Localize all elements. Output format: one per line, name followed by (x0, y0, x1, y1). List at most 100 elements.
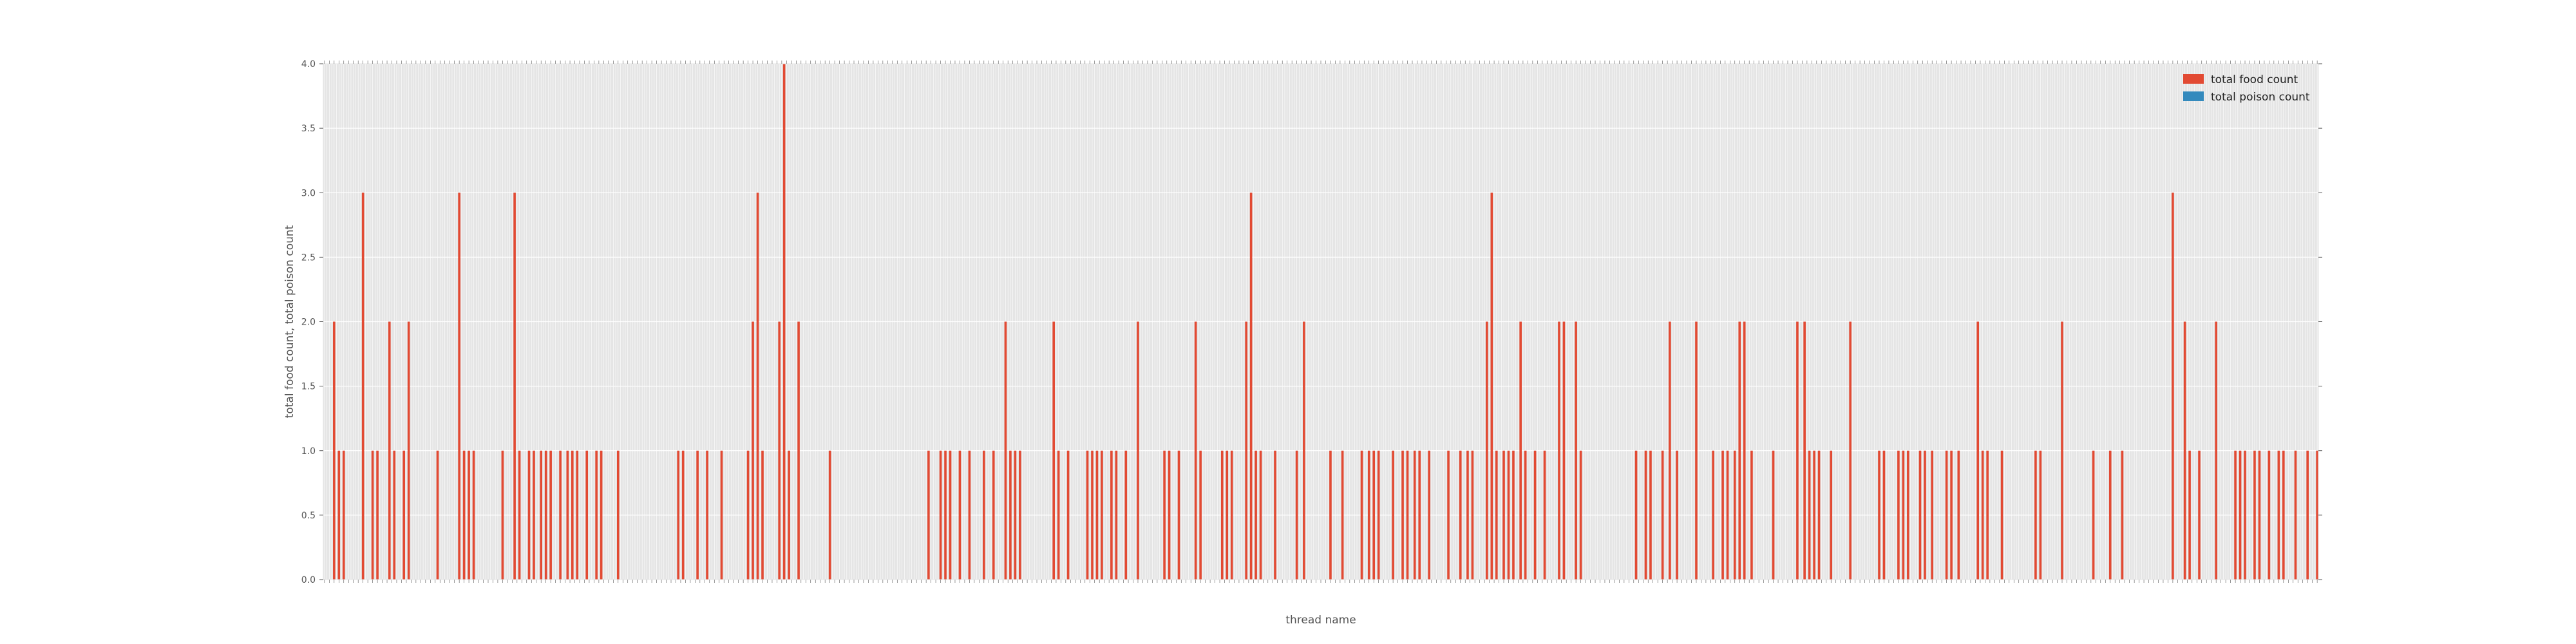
bar-total-food-count (1163, 450, 1166, 580)
bar-total-food-count (2316, 450, 2318, 580)
bar-total-food-count (533, 450, 535, 580)
bar-total-food-count (2253, 450, 2256, 580)
bar-total-food-count (797, 321, 800, 580)
bar-total-food-count (1945, 450, 1948, 580)
bar-total-food-count (1220, 450, 1224, 580)
bar-total-food-count (571, 450, 574, 580)
bar-total-food-count (595, 450, 598, 580)
bar-total-food-count (1392, 450, 1394, 580)
bar-total-food-count (1014, 450, 1017, 580)
bar-total-food-count (2092, 450, 2095, 580)
bar-total-food-count (1295, 450, 1298, 580)
bar-total-food-count (1931, 450, 1934, 580)
bar-total-food-count (1796, 321, 1799, 580)
bar-total-food-count (1738, 321, 1741, 580)
bar-total-food-count (544, 450, 547, 580)
bar-total-food-count (1817, 450, 1821, 580)
bar-total-food-count (761, 450, 764, 580)
y-tick-label: 0.5 (301, 511, 316, 521)
bar-total-food-count (944, 450, 947, 580)
bar-total-food-count (527, 450, 531, 580)
bar-total-food-count (828, 450, 831, 580)
legend: total food count total poison count (2183, 73, 2310, 104)
bar-total-food-count (1377, 450, 1380, 580)
bar-total-food-count (2306, 450, 2309, 580)
bar-total-food-count (2000, 450, 2003, 580)
bar-total-food-count (1502, 450, 1505, 580)
bar-total-food-count (1168, 450, 1171, 580)
bar-total-food-count (1924, 450, 1926, 580)
legend-label-total-poison-count: total poison count (2211, 91, 2310, 104)
bar-total-food-count (1957, 450, 1960, 580)
bar-total-food-count (549, 450, 552, 580)
bar-total-food-count (1907, 450, 1909, 580)
bar-total-food-count (968, 450, 971, 580)
bar-total-food-count (2039, 450, 2042, 580)
bar-total-food-count (677, 450, 680, 580)
bar-total-food-count (513, 193, 516, 580)
bar-total-food-count (1918, 450, 1922, 580)
bar-total-food-count (1750, 450, 1753, 580)
bar-total-food-count (1086, 450, 1089, 580)
x-axis-label: thread name (1285, 614, 1356, 627)
bar-total-food-count (2234, 450, 2237, 580)
bar-total-food-count (2258, 450, 2261, 580)
bar-total-food-count (2183, 321, 2186, 580)
bar-total-food-count (1533, 450, 1537, 580)
bar-total-food-count (1230, 450, 1233, 580)
bar-total-food-count (1575, 321, 1577, 580)
bar-total-food-count (1406, 450, 1409, 580)
bar-total-food-count (1495, 450, 1498, 580)
bar-total-food-count (927, 450, 930, 580)
bar-total-food-count (706, 450, 708, 580)
bar-total-food-count (333, 321, 336, 580)
bar-total-food-count (2034, 450, 2037, 580)
bar-total-food-count (393, 450, 396, 580)
bar-total-food-count (1507, 450, 1510, 580)
bar-total-food-count (1562, 321, 1566, 580)
bar-total-food-count (2061, 321, 2063, 580)
bar-total-food-count (1245, 321, 1247, 580)
bar-total-food-count (756, 193, 759, 580)
bar-total-food-count (361, 193, 365, 580)
bar-total-food-count (1512, 450, 1515, 580)
bar-total-food-count (1721, 450, 1724, 580)
bar-total-food-count (1543, 450, 1546, 580)
bar-total-food-count (2294, 450, 2297, 580)
y-tick-label: 0.0 (301, 575, 316, 585)
bar-total-food-count (1676, 450, 1678, 580)
legend-swatch-total-food-count (2183, 74, 2204, 84)
bar-total-food-count (1413, 450, 1416, 580)
legend-swatch-total-poison-count (2183, 91, 2204, 101)
bar-total-food-count (1661, 450, 1664, 580)
bar-total-food-count (1091, 450, 1094, 580)
bar-total-food-count (1950, 450, 1953, 580)
bar-total-food-count (1634, 450, 1638, 580)
bar-total-food-count (1669, 321, 1671, 580)
bar-total-food-count (1177, 450, 1180, 580)
bar-total-food-count (1897, 450, 1900, 580)
bar-total-food-count (559, 450, 562, 580)
bar-total-food-count (1124, 450, 1128, 580)
bar-total-food-count (616, 450, 620, 580)
bar-total-food-count (983, 450, 985, 580)
bar-total-food-count (1902, 450, 1905, 580)
bar-total-food-count (696, 450, 699, 580)
bar-total-food-count (1004, 321, 1007, 580)
bar-total-food-count (1878, 450, 1880, 580)
bar-total-food-count (2108, 450, 2112, 580)
bar-total-food-count (2268, 450, 2271, 580)
bar-total-food-count (1274, 450, 1276, 580)
bar-total-food-count (576, 450, 579, 580)
bar-total-food-count (1849, 321, 1852, 580)
bar-total-food-count (1486, 321, 1488, 580)
bar-total-food-count (681, 450, 685, 580)
bar-total-food-count (1019, 450, 1021, 580)
bar-total-food-count (1459, 450, 1462, 580)
bar-total-food-count (1249, 193, 1253, 580)
bar-total-food-count (1360, 450, 1363, 580)
y-tick-label: 3.5 (301, 124, 316, 134)
bar-total-food-count (2172, 193, 2174, 580)
bar-total-food-count (2277, 450, 2280, 580)
bar-total-food-count (1772, 450, 1775, 580)
